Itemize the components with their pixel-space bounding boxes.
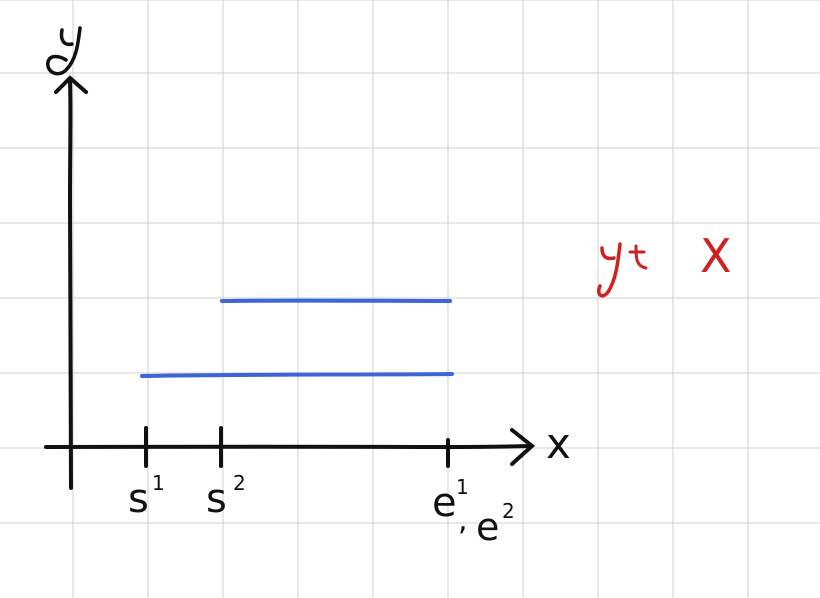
annotation-t-glyph — [628, 244, 648, 270]
x-axis-label: x — [546, 419, 571, 468]
y-axis-arrowhead — [54, 75, 88, 94]
tick-label-e1: e — [432, 480, 457, 526]
y-axis — [67, 78, 73, 490]
tick-label-e2: e — [476, 505, 499, 549]
y-axis-label-glyph — [46, 26, 82, 76]
tick-label-separator: , — [458, 503, 468, 538]
annotation-y-glyph — [596, 242, 622, 298]
tick-label-e1-sup: 1 — [456, 475, 469, 499]
tick-label-e2-sup: 2 — [502, 499, 515, 523]
tick-label-s1: s — [128, 476, 149, 522]
tick-label-s1-sup: 1 — [152, 471, 165, 495]
segment-1 — [140, 372, 454, 378]
x-axis — [44, 444, 532, 450]
tick-label-s2-sup: 2 — [233, 471, 246, 495]
annotation-rest: X — [700, 229, 732, 283]
red-annotation: y t X — [596, 229, 732, 298]
tick-label-s2: s — [206, 476, 227, 522]
x-axis-arrowhead — [510, 428, 536, 466]
